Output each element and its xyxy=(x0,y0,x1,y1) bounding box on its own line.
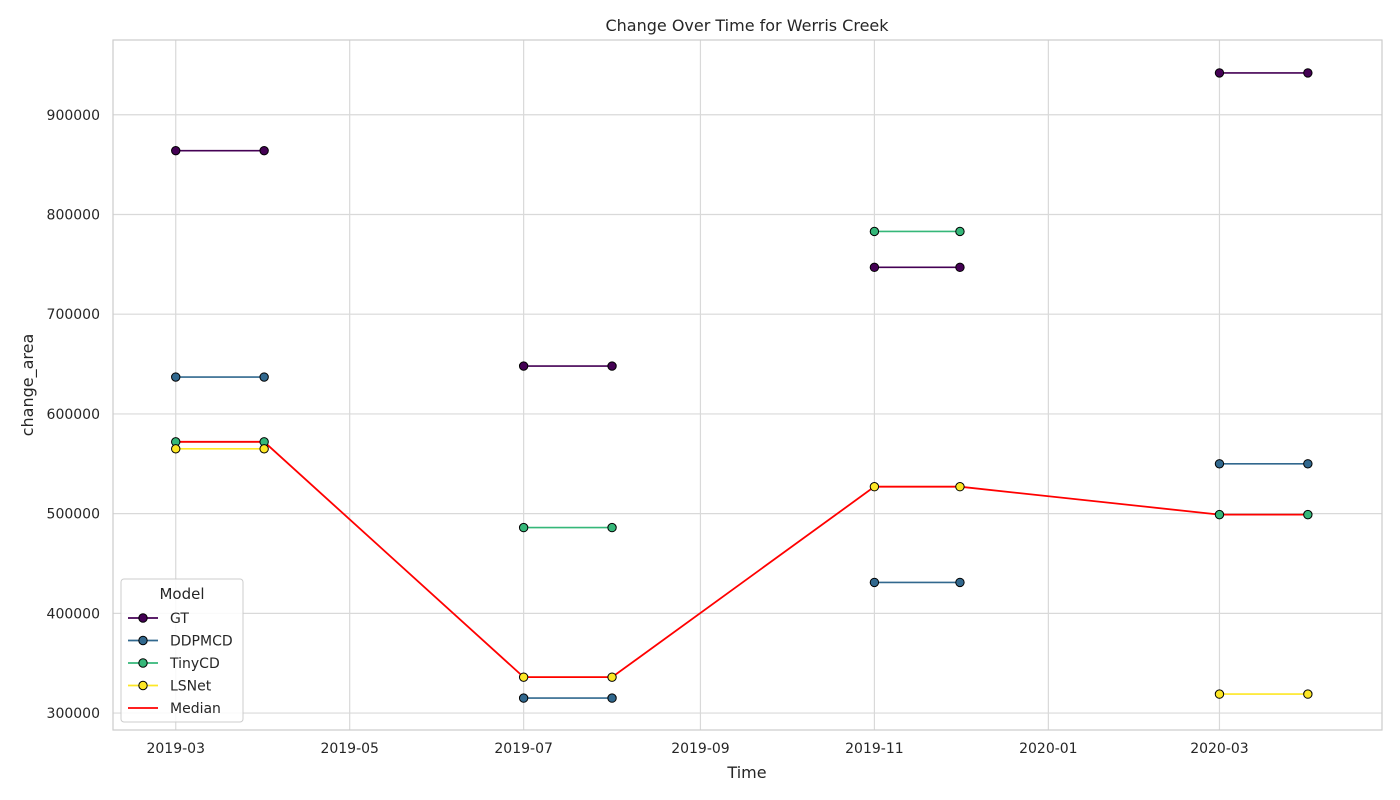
lsnet-point xyxy=(1214,689,1225,699)
ddpmcd-point xyxy=(869,577,880,588)
chart-title: Change Over Time for Werris Creek xyxy=(605,16,889,35)
y-tick-label: 400000 xyxy=(47,606,100,622)
grid xyxy=(113,40,1382,730)
series-layer xyxy=(171,68,1313,703)
x-tick-label: 2019-11 xyxy=(845,741,904,757)
tinycd-point xyxy=(1214,509,1225,520)
x-tick-label: 2019-05 xyxy=(320,741,379,757)
legend-marker-tinycd xyxy=(138,658,148,668)
series-gt xyxy=(175,72,1308,367)
gt-point xyxy=(259,145,269,156)
lsnet-point xyxy=(259,444,269,454)
gt-point xyxy=(955,262,965,273)
tinycd-point xyxy=(1303,509,1313,520)
ddpmcd-point xyxy=(1214,459,1225,469)
gt-point xyxy=(518,361,529,371)
y-tick-label: 900000 xyxy=(47,108,100,124)
y-axis-label: change_area xyxy=(18,334,38,437)
legend-title: Model xyxy=(159,585,204,603)
points-tinycd xyxy=(171,226,1313,533)
gt-point xyxy=(607,361,617,371)
y-tick-label: 800000 xyxy=(47,207,100,223)
gt-point xyxy=(171,145,181,156)
legend-label-tinycd: TinyCD xyxy=(169,656,220,672)
legend-marker-ddpmcd xyxy=(138,635,148,646)
median-line xyxy=(175,440,1308,679)
ddpmcd-point xyxy=(171,372,181,382)
legend-label-median: Median xyxy=(170,701,221,717)
series-tinycd xyxy=(175,230,1308,529)
lsnet-point xyxy=(955,482,965,492)
legend-label-gt: GT xyxy=(170,611,189,627)
gt-point xyxy=(1214,68,1225,78)
plot-frame xyxy=(112,39,1383,731)
series-lsnet xyxy=(175,448,1308,695)
series-ddpmcd xyxy=(175,376,1308,699)
lsnet-point xyxy=(1303,689,1313,699)
x-tick-label: 2019-07 xyxy=(494,741,553,757)
ddpmcd-point xyxy=(955,577,965,588)
ddpmcd-point xyxy=(607,693,617,703)
y-tick-label: 700000 xyxy=(47,307,100,323)
legend-marker-lsnet xyxy=(138,680,148,691)
points-gt xyxy=(171,68,1313,371)
x-tick-label: 2020-01 xyxy=(1019,741,1078,757)
points-lsnet xyxy=(171,444,1313,699)
legend-label-ddpmcd: DDPMCD xyxy=(170,634,233,650)
gt-point xyxy=(1303,68,1313,78)
lsnet-point xyxy=(171,444,181,454)
lsnet-point xyxy=(869,482,880,492)
ddpmcd-point xyxy=(518,693,529,703)
tinycd-point xyxy=(518,522,529,533)
ddpmcd-point xyxy=(259,372,269,382)
x-tick-label: 2020-03 xyxy=(1190,741,1249,757)
tinycd-point xyxy=(955,226,965,237)
lsnet-point xyxy=(518,672,529,682)
gt-point xyxy=(869,262,880,273)
y-tick-label: 500000 xyxy=(47,507,100,523)
series-median xyxy=(175,440,1308,679)
lsnet-point xyxy=(607,672,617,682)
tick-labels: 2019-03 2019-05 2019-07 2019-09 2019-11 2020-… xyxy=(47,108,1249,757)
legend-marker-gt xyxy=(138,613,148,623)
x-tick-label: 2019-09 xyxy=(671,741,730,757)
tinycd-point xyxy=(607,522,617,533)
legend-label-lsnet: LSNet xyxy=(170,679,212,695)
y-tick-label: 300000 xyxy=(47,706,100,722)
y-tick-label: 600000 xyxy=(47,407,100,423)
legend: Model GT DDPMCD TinyCD LSNet Median xyxy=(120,578,244,723)
x-axis-label: Time xyxy=(726,763,766,782)
x-tick-label: 2019-03 xyxy=(146,741,205,757)
ddpmcd-point xyxy=(1303,459,1313,469)
tinycd-point xyxy=(869,226,880,237)
points-ddpmcd xyxy=(171,372,1313,703)
